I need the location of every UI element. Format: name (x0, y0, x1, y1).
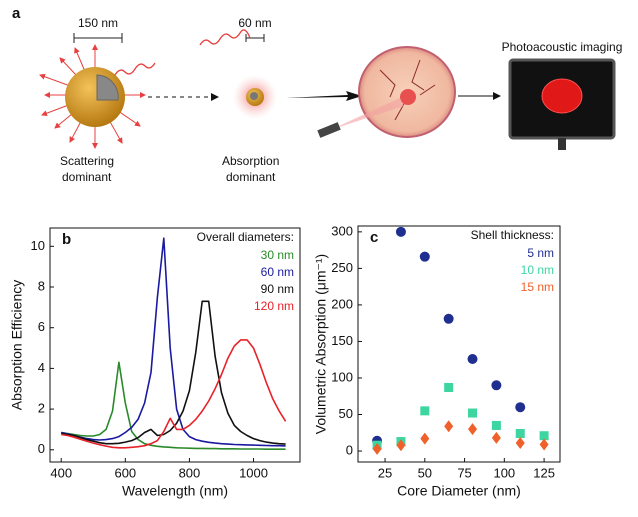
point (372, 442, 382, 455)
point (443, 313, 454, 324)
x-tick-label: 25 (378, 465, 392, 480)
tumor-spot (400, 89, 416, 105)
point (491, 380, 502, 391)
laser-beam (330, 98, 404, 130)
x-axis-label: Core Diameter (nm) (397, 483, 521, 499)
point (468, 408, 478, 418)
y-tick-label: 0 (346, 442, 353, 457)
light-wave (199, 29, 251, 46)
laser (317, 122, 341, 138)
arrow (286, 91, 362, 101)
point (444, 420, 454, 433)
x-tick-label: 800 (179, 465, 201, 480)
legend-entry: 5 nm (527, 246, 554, 260)
point (539, 438, 549, 451)
y-tick-label: 100 (331, 369, 353, 384)
y-axis-label: Absorption Efficiency (9, 280, 25, 410)
imaging-label: Photoacoustic imaging (502, 40, 623, 54)
plot-frame (49, 227, 301, 463)
point (515, 437, 525, 450)
caption: Absorption (222, 154, 279, 168)
scale-label: 60 nm (238, 16, 271, 30)
series-line (61, 361, 286, 450)
point (396, 439, 406, 452)
y-tick-label: 50 (339, 406, 353, 421)
x-tick-label: 125 (533, 465, 555, 480)
y-tick-label: 250 (331, 260, 353, 275)
point (420, 432, 430, 445)
y-axis-label: Volumetric Absorption (μm⁻¹) (313, 254, 329, 434)
point (515, 429, 525, 439)
plot-frame (357, 225, 561, 463)
legend-entry: 90 nm (261, 282, 294, 296)
point (395, 226, 406, 237)
caption: Scattering (60, 154, 114, 168)
point (491, 420, 501, 430)
x-tick-label: 50 (418, 465, 432, 480)
x-tick-label: 600 (114, 465, 136, 480)
light-wave (114, 62, 156, 76)
x-tick-label: 75 (457, 465, 471, 480)
point (444, 382, 454, 392)
particle-core (250, 92, 258, 100)
point (467, 353, 478, 364)
x-axis-label: Wavelength (nm) (122, 483, 228, 499)
y-tick-label: 8 (38, 278, 45, 293)
y-tick-label: 200 (331, 296, 353, 311)
point (539, 431, 549, 441)
point (468, 423, 478, 436)
caption: dominant (226, 170, 276, 184)
monitor-stand (558, 138, 566, 150)
y-tick-label: 6 (38, 319, 45, 334)
scale-label: 150 nm (78, 16, 118, 30)
series-line (61, 237, 286, 447)
y-tick-label: 4 (38, 360, 45, 375)
caption: dominant (62, 170, 112, 184)
y-tick-label: 0 (38, 441, 45, 456)
panel-label: c (370, 229, 378, 246)
legend-title: Shell thickness: (471, 228, 554, 242)
y-tick-label: 2 (38, 401, 45, 416)
panel-label: a (12, 5, 21, 22)
y-tick-label: 300 (331, 223, 353, 238)
point (419, 251, 430, 262)
legend-entry: 60 nm (261, 265, 294, 279)
panel-label: b (62, 231, 71, 248)
x-tick-label: 400 (50, 465, 72, 480)
pa-image (541, 78, 583, 114)
y-tick-label: 10 (31, 238, 45, 253)
point (515, 402, 526, 413)
series-line (61, 300, 286, 445)
legend-title: Overall diameters: (197, 230, 294, 244)
particle-core (96, 74, 119, 101)
x-tick-label: 1000 (239, 465, 268, 480)
legend-entry: 30 nm (261, 248, 294, 262)
legend-entry: 10 nm (521, 263, 554, 277)
point (491, 431, 501, 444)
x-tick-label: 100 (493, 465, 515, 480)
series-line (61, 339, 287, 449)
point (420, 406, 430, 416)
legend-entry: 15 nm (521, 280, 554, 294)
vessels (379, 59, 436, 121)
y-tick-label: 150 (331, 333, 353, 348)
legend-entry: 120 nm (254, 299, 294, 313)
